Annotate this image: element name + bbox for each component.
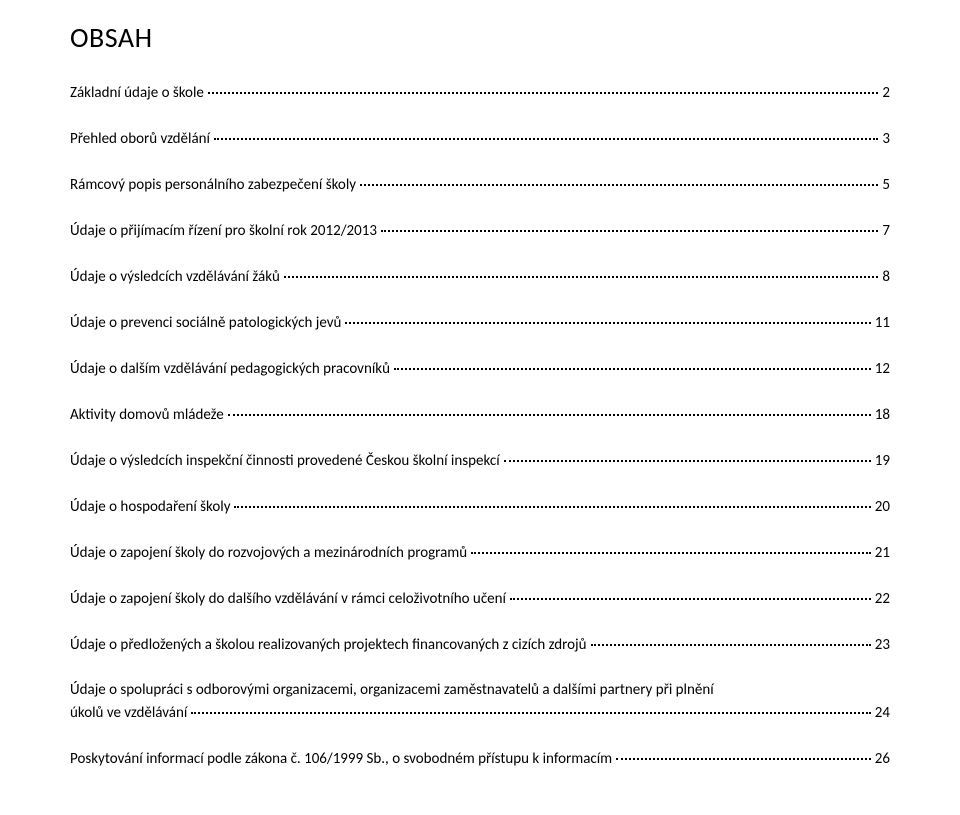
toc-page-number: 21 bbox=[875, 543, 890, 564]
toc-label: Poskytování informací podle zákona č. 10… bbox=[70, 749, 612, 770]
table-of-contents: Základní údaje o škole 2 Přehled oborů v… bbox=[70, 83, 890, 795]
toc-entry: Základní údaje o škole 2 bbox=[70, 83, 890, 104]
toc-page-number: 18 bbox=[875, 405, 890, 426]
toc-entry: Údaje o výsledcích vzdělávání žáků 8 bbox=[70, 267, 890, 288]
toc-leader bbox=[234, 506, 870, 508]
toc-leader bbox=[616, 758, 871, 760]
toc-page-number: 19 bbox=[875, 451, 890, 472]
toc-label: Údaje o předložených a školou realizovan… bbox=[70, 635, 587, 656]
toc-page-number: 26 bbox=[875, 749, 890, 770]
toc-entry: Poskytování informací podle zákona č. 10… bbox=[70, 749, 890, 770]
toc-page-number: 7 bbox=[882, 221, 890, 242]
toc-entry: Údaje o hospodaření školy 20 bbox=[70, 497, 890, 518]
toc-label: Údaje o dalším vzdělávání pedagogických … bbox=[70, 359, 390, 380]
toc-page-number: 20 bbox=[875, 497, 890, 518]
toc-label: Rámcový popis personálního zabezpečení š… bbox=[70, 175, 356, 196]
toc-leader bbox=[284, 276, 878, 278]
toc-page-number: 5 bbox=[882, 175, 890, 196]
toc-leader bbox=[471, 552, 871, 554]
toc-leader bbox=[360, 184, 878, 186]
toc-label-line1: Údaje o spolupráci s odborovými organiza… bbox=[70, 681, 890, 699]
toc-entry: Přehled oborů vzdělání 3 bbox=[70, 129, 890, 150]
toc-label: Údaje o prevenci sociálně patologických … bbox=[70, 313, 341, 334]
toc-label: Údaje o výsledcích vzdělávání žáků bbox=[70, 267, 280, 288]
toc-label: Údaje o zapojení školy do dalšího vzdělá… bbox=[70, 589, 506, 610]
toc-label: Aktivity domovů mládeže bbox=[70, 405, 224, 426]
toc-leader bbox=[381, 230, 878, 232]
toc-page-number: 2 bbox=[882, 83, 890, 104]
toc-entry: Údaje o dalším vzdělávání pedagogických … bbox=[70, 359, 890, 380]
toc-page-number: 24 bbox=[875, 703, 890, 724]
toc-label-line2: úkolů ve vzdělávání bbox=[70, 703, 187, 724]
toc-label: Přehled oborů vzdělání bbox=[70, 129, 210, 150]
toc-entry: Údaje o prevenci sociálně patologických … bbox=[70, 313, 890, 334]
toc-leader bbox=[394, 368, 871, 370]
page-title: OBSAH bbox=[70, 20, 890, 55]
toc-page-number: 11 bbox=[875, 313, 890, 334]
toc-page-number: 3 bbox=[882, 129, 890, 150]
toc-label: Údaje o přijímacím řízení pro školní rok… bbox=[70, 221, 377, 242]
toc-leader bbox=[191, 712, 871, 714]
toc-page-number: 8 bbox=[882, 267, 890, 288]
toc-label: Údaje o výsledcích inspekční činnosti pr… bbox=[70, 451, 500, 472]
toc-leader bbox=[591, 644, 871, 646]
toc-page-number: 23 bbox=[875, 635, 890, 656]
toc-entry: Údaje o zapojení školy do rozvojových a … bbox=[70, 543, 890, 564]
toc-label: Údaje o hospodaření školy bbox=[70, 497, 230, 518]
toc-entry: Aktivity domovů mládeže 18 bbox=[70, 405, 890, 426]
toc-entry: Údaje o výsledcích inspekční činnosti pr… bbox=[70, 451, 890, 472]
toc-entry: Údaje o zapojení školy do dalšího vzdělá… bbox=[70, 589, 890, 610]
toc-leader bbox=[510, 598, 871, 600]
toc-page-number: 22 bbox=[875, 589, 890, 610]
toc-leader bbox=[228, 414, 871, 416]
toc-leader bbox=[345, 322, 870, 324]
toc-leader bbox=[504, 460, 871, 462]
toc-page-number: 12 bbox=[875, 359, 890, 380]
toc-leader bbox=[214, 138, 878, 140]
toc-entry: Rámcový popis personálního zabezpečení š… bbox=[70, 175, 890, 196]
document-page: OBSAH Základní údaje o škole 2 Přehled o… bbox=[0, 0, 960, 815]
toc-leader bbox=[208, 92, 879, 94]
toc-entry: Údaje o předložených a školou realizovan… bbox=[70, 635, 890, 656]
toc-entry: Údaje o přijímacím řízení pro školní rok… bbox=[70, 221, 890, 242]
toc-label: Základní údaje o škole bbox=[70, 83, 204, 104]
toc-label: Údaje o zapojení školy do rozvojových a … bbox=[70, 543, 467, 564]
toc-entry-multiline: Údaje o spolupráci s odborovými organiza… bbox=[70, 681, 890, 749]
